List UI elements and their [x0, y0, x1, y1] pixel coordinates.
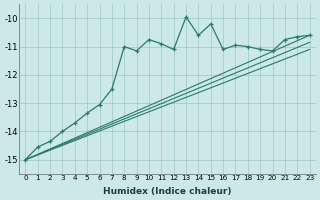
X-axis label: Humidex (Indice chaleur): Humidex (Indice chaleur) — [103, 187, 232, 196]
